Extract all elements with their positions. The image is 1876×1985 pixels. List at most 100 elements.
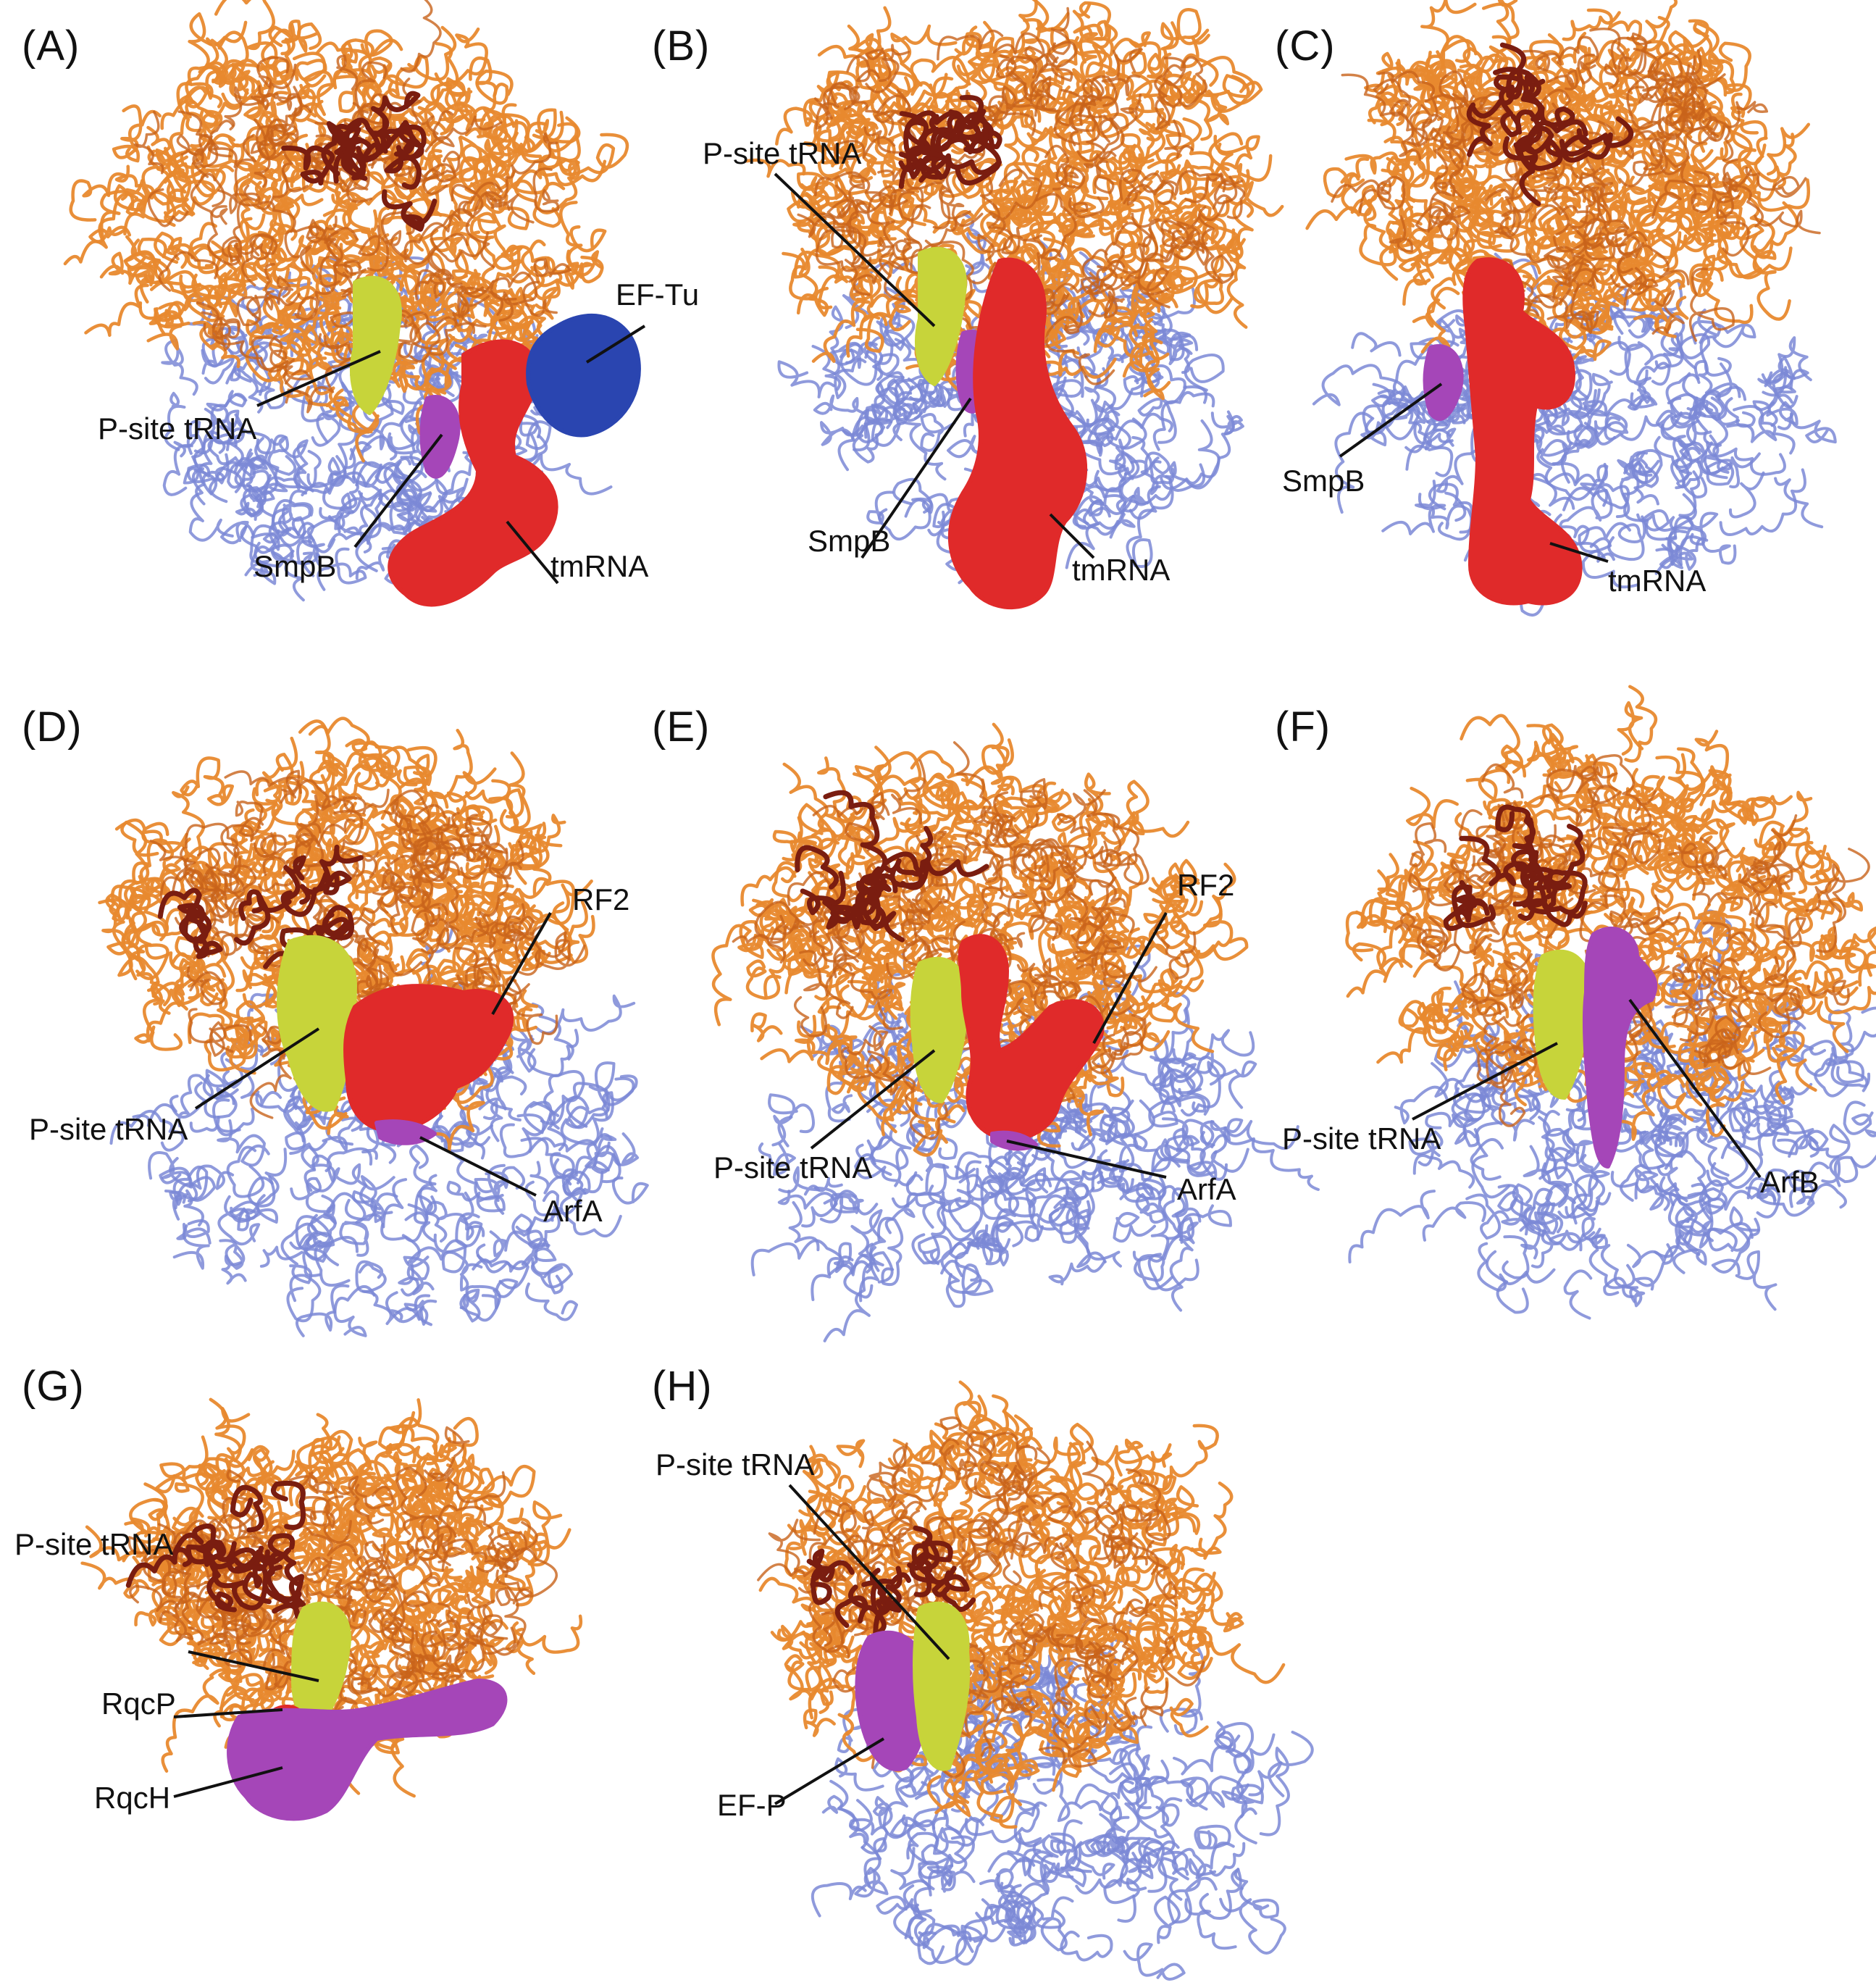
backbone-trace <box>283 1102 340 1135</box>
backbone-trace <box>1688 385 1747 420</box>
backbone-trace <box>1523 1145 1570 1207</box>
backbone-trace <box>548 1095 608 1130</box>
backbone-trace <box>1537 259 1584 309</box>
backbone-trace <box>711 924 750 1027</box>
backbone-trace <box>1808 1124 1851 1158</box>
backbone-trace <box>1676 1023 1699 1063</box>
backbone-trace <box>1586 314 1654 343</box>
backbone-trace <box>510 829 547 869</box>
backbone-trace <box>866 1477 897 1508</box>
backbone-trace <box>811 285 871 363</box>
backbone-trace <box>1705 452 1761 489</box>
backbone-trace <box>1057 218 1115 294</box>
backbone-trace <box>1215 1721 1254 1758</box>
backbone-trace <box>1655 814 1696 851</box>
backbone-trace <box>1029 899 1063 935</box>
backbone-trace <box>585 1141 620 1169</box>
backbone-trace <box>263 123 290 147</box>
backbone-trace <box>813 128 868 170</box>
backbone-trace <box>1091 1018 1147 1069</box>
backbone-trace <box>234 448 275 503</box>
backbone-trace <box>359 93 404 125</box>
backbone-trace <box>520 1137 575 1179</box>
backbone-trace <box>477 848 509 937</box>
backbone-trace <box>151 986 171 1015</box>
backbone-trace <box>1546 69 1579 91</box>
backbone-trace <box>1161 211 1197 238</box>
backbone-trace <box>319 492 355 530</box>
backbone-trace <box>488 796 531 852</box>
backbone-trace <box>1052 1664 1114 1729</box>
backbone-trace <box>900 372 941 415</box>
backbone-trace <box>922 1248 966 1308</box>
backbone-trace <box>1667 1196 1714 1242</box>
backbone-trace <box>1591 840 1649 878</box>
backbone-trace <box>244 543 294 577</box>
backbone-trace <box>1688 267 1735 342</box>
backbone-trace <box>455 919 510 949</box>
backbone-trace <box>940 1259 982 1294</box>
backbone-trace <box>1079 1 1118 42</box>
backbone-trace <box>876 751 922 815</box>
backbone-trace <box>230 1516 279 1555</box>
backbone-trace <box>1604 414 1683 444</box>
backbone-trace <box>395 1466 427 1520</box>
backbone-trace <box>185 822 239 877</box>
backbone-trace <box>740 866 797 907</box>
backbone-trace <box>1788 960 1835 1014</box>
backbone-trace <box>810 1560 855 1605</box>
backbone-trace <box>217 189 296 233</box>
backbone-trace <box>347 1623 397 1656</box>
backbone-trace <box>1559 253 1591 306</box>
backbone-trace <box>1466 102 1493 157</box>
backbone-trace <box>992 1661 1013 1712</box>
backbone-trace <box>501 840 524 878</box>
backbone-trace <box>1659 71 1726 141</box>
backbone-trace <box>768 1093 815 1134</box>
backbone-trace <box>1405 786 1459 829</box>
backbone-trace <box>267 107 299 146</box>
backbone-trace <box>1108 1106 1131 1139</box>
backbone-trace <box>351 1677 372 1693</box>
backbone-trace <box>985 1164 1036 1219</box>
backbone-trace <box>800 888 838 916</box>
backbone-trace <box>465 1504 514 1553</box>
backbone-trace <box>1502 135 1563 171</box>
backbone-trace <box>998 1894 1033 1929</box>
rrna-helix <box>1466 42 1634 206</box>
backbone-trace <box>322 475 359 510</box>
backbone-trace <box>290 369 339 405</box>
backbone-trace <box>1082 78 1105 103</box>
backbone-trace <box>494 143 555 192</box>
backbone-trace <box>159 1166 198 1203</box>
backbone-trace <box>1646 903 1720 938</box>
backbone-trace <box>778 1166 821 1196</box>
backbone-trace <box>1750 864 1793 895</box>
backbone-trace <box>418 1588 452 1648</box>
backbone-trace <box>253 1447 296 1480</box>
large-subunit <box>1305 0 1821 365</box>
backbone-trace <box>1509 988 1544 1011</box>
backbone-trace <box>1405 444 1454 477</box>
panel-h: (H) P-site tRNA EF-P <box>645 1362 1314 1985</box>
callout-smpb: SmpB <box>1282 464 1365 498</box>
backbone-trace <box>1142 1515 1197 1548</box>
backbone-trace <box>1351 332 1402 357</box>
backbone-trace <box>1614 790 1657 832</box>
backbone-trace <box>1089 848 1150 886</box>
backbone-trace <box>815 229 872 272</box>
backbone-trace <box>1699 765 1733 806</box>
backbone-trace <box>1532 172 1570 236</box>
backbone-trace <box>1524 262 1590 321</box>
backbone-trace <box>1139 1450 1173 1485</box>
backbone-trace <box>1576 754 1641 814</box>
backbone-trace <box>1657 1154 1683 1206</box>
backbone-trace <box>592 1132 640 1174</box>
backbone-trace <box>1814 1058 1848 1098</box>
backbone-trace <box>186 966 226 1006</box>
backbone-trace <box>1793 893 1835 917</box>
backbone-trace <box>1189 1775 1244 1808</box>
leader-tmrna <box>1049 513 1095 559</box>
backbone-trace <box>1528 1206 1559 1235</box>
backbone-trace <box>308 1163 382 1211</box>
